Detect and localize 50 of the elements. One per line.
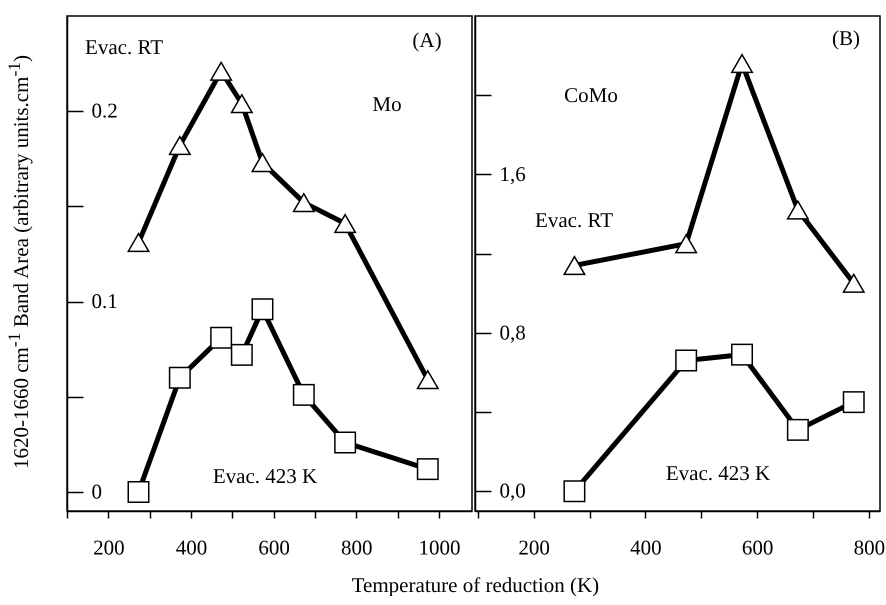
point [563, 480, 586, 502]
y-tick-label: 1,6 [500, 162, 526, 186]
point [210, 326, 232, 349]
point [416, 370, 439, 390]
series-label: Evac. 423 K [212, 464, 318, 488]
point [292, 384, 315, 406]
point [334, 431, 356, 454]
y-tick-label: 0.2 [92, 98, 118, 123]
annotation: CoMo [564, 83, 618, 107]
x-tick-label: 800 [341, 536, 373, 560]
x-tick-label: 400 [176, 536, 208, 560]
x-axis-title: Temperature of reduction (K) [352, 572, 600, 597]
point [230, 94, 253, 114]
point [128, 232, 150, 252]
x-tick-label: 600 [258, 536, 290, 560]
text: Evac. RT [85, 35, 164, 59]
point [334, 214, 356, 234]
y-tick-label: 0 [92, 479, 102, 504]
x-tick-label: 200 [518, 536, 550, 560]
x-tick-label: 800 [854, 536, 886, 560]
point [842, 391, 865, 414]
series-label: Evac. 423 K [666, 461, 770, 485]
annotation: Mo [372, 92, 402, 116]
point [416, 458, 439, 480]
point [786, 418, 809, 441]
x-tick-label: 400 [630, 536, 662, 560]
point [210, 62, 232, 81]
point [675, 234, 698, 254]
point [230, 344, 253, 366]
point [128, 480, 150, 503]
point [563, 256, 586, 276]
y-tick-label: 0,0 [500, 478, 526, 503]
x-tick-label: 200 [93, 536, 125, 560]
point [292, 192, 315, 212]
point [675, 350, 698, 372]
point [251, 152, 274, 172]
point [251, 298, 274, 320]
x-tick-label: 600 [742, 536, 774, 560]
point [731, 54, 754, 74]
series-label: Evac. RT [535, 208, 614, 232]
point [168, 366, 191, 389]
point [168, 136, 191, 156]
point [786, 200, 809, 220]
point [842, 274, 865, 293]
y-tick-label: 0,8 [500, 320, 526, 344]
annotation: (B) [832, 26, 860, 50]
x-tick-label: 1000 [418, 536, 460, 560]
point [731, 344, 754, 366]
y-tick-label: 0.1 [92, 289, 118, 314]
annotation: (A) [412, 28, 442, 52]
